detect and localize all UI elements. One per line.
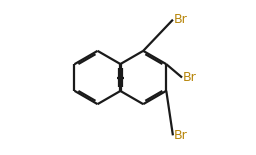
Text: Br: Br — [174, 13, 187, 26]
Text: Br: Br — [174, 129, 187, 142]
Text: Br: Br — [183, 71, 197, 84]
